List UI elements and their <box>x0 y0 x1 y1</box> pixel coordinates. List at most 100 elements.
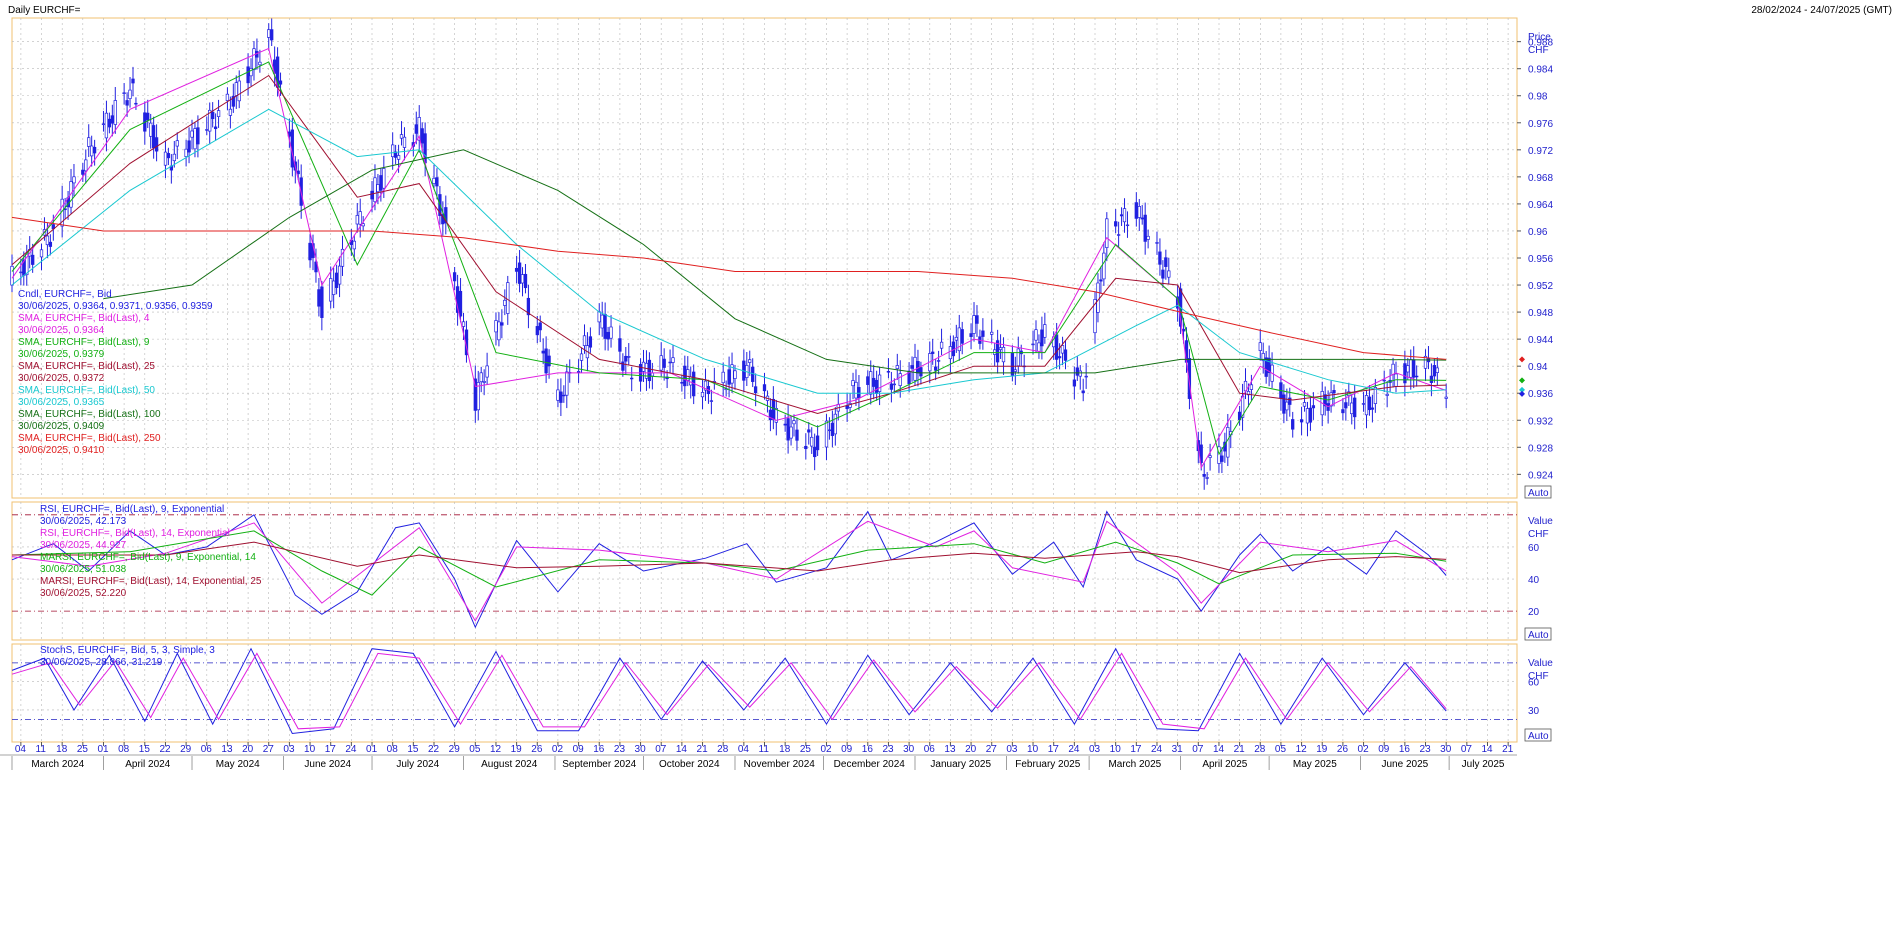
candle-body <box>358 211 362 225</box>
x-day-tick-label: 23 <box>1420 744 1432 755</box>
price-tick-label: 0.976 <box>1528 119 1553 130</box>
candle-body <box>1125 224 1130 227</box>
candle-body <box>1084 375 1088 378</box>
candle-body <box>1146 235 1150 240</box>
candle-body <box>562 394 566 397</box>
candle-body <box>824 420 829 448</box>
candle-body <box>748 359 752 363</box>
x-day-tick-label: 26 <box>531 744 543 755</box>
candle-body <box>815 435 820 451</box>
candle-body <box>700 392 705 398</box>
candle-body <box>854 381 858 399</box>
x-month-label: June 2024 <box>304 759 351 770</box>
x-day-tick-label: 03 <box>283 744 295 755</box>
candle-body <box>889 383 894 390</box>
candle-body <box>414 124 418 134</box>
legend-value: 30/06/2025, 0.9364, 0.9371, 0.9356, 0.93… <box>18 301 213 312</box>
candle-body <box>535 326 539 336</box>
candle-body <box>213 126 218 130</box>
candle-body <box>1208 455 1212 458</box>
candle-body <box>1350 402 1354 415</box>
candle-body <box>166 153 171 159</box>
series-line-sma4 <box>11 47 1447 470</box>
candle-body <box>379 175 383 191</box>
legend-name: StochS, EURCHF=, Bid, 5, 3, Simple, 3 <box>40 645 215 656</box>
candle-body <box>1220 455 1224 462</box>
candle-body <box>1217 446 1221 464</box>
x-day-tick-label: 14 <box>1481 744 1493 755</box>
candle-body <box>92 146 97 154</box>
candle-body <box>452 272 457 282</box>
price-tick-label: 0.968 <box>1528 173 1553 184</box>
candle-body <box>1299 419 1304 423</box>
candle-body <box>104 112 109 139</box>
candle-body <box>382 168 386 189</box>
candle-body <box>721 371 725 384</box>
candle-body <box>830 422 835 436</box>
x-day-tick-label: 09 <box>841 744 853 755</box>
legend-value: 30/06/2025, 0.9364 <box>18 325 105 336</box>
candle-body <box>128 89 132 99</box>
candle-body <box>134 102 138 105</box>
candle-body <box>948 346 953 360</box>
legend-name: SMA, EURCHF=, Bid(Last), 4 <box>18 313 150 324</box>
stoch-tick-label: 60 <box>1528 678 1540 689</box>
candle-body <box>1119 214 1124 217</box>
candle-body <box>753 386 758 394</box>
candle-body <box>1364 395 1369 416</box>
series-line-rsi9 <box>11 510 1447 629</box>
rsi-tick-label: 40 <box>1528 575 1540 586</box>
candle-body <box>1308 407 1313 423</box>
candle-body <box>1075 367 1079 376</box>
candle-body <box>417 117 421 141</box>
candle-body <box>833 413 837 435</box>
candle-body <box>1261 353 1265 362</box>
candle-body <box>458 290 463 317</box>
candle-body <box>582 335 587 346</box>
candle-body <box>1311 405 1316 409</box>
x-day-tick-label: 30 <box>903 744 915 755</box>
candle-body <box>1072 379 1077 387</box>
x-day-tick-label: 14 <box>676 744 688 755</box>
candle-body <box>1415 375 1419 378</box>
candle-body <box>190 130 194 138</box>
x-day-tick-label: 28 <box>717 744 729 755</box>
candle-body <box>107 118 112 128</box>
x-day-tick-label: 07 <box>655 744 667 755</box>
candle-body <box>31 254 35 265</box>
candle-body <box>1412 359 1416 378</box>
auto-scale-box <box>1524 485 1552 499</box>
candle-body <box>122 92 126 94</box>
candle-body <box>1081 390 1085 394</box>
candle-body <box>473 378 477 411</box>
candle-body <box>270 29 274 41</box>
x-day-tick-label: 18 <box>56 744 68 755</box>
candle-body <box>10 265 14 286</box>
legend-name: SMA, EURCHF=, Bid(Last), 100 <box>18 409 161 420</box>
candle-body <box>1344 402 1348 409</box>
price-axis-title: Price <box>1528 32 1551 43</box>
x-month-label: March 2025 <box>1108 759 1161 770</box>
x-day-tick-label: 16 <box>862 744 874 755</box>
candle-body <box>517 262 522 284</box>
x-day-tick-label: 20 <box>965 744 977 755</box>
candle-body <box>771 398 776 420</box>
candle-body <box>995 340 1000 363</box>
candle-body <box>373 177 377 203</box>
x-day-tick-label: 09 <box>573 744 585 755</box>
chart-header: Daily EURCHF= 28/02/2024 - 24/07/2025 (G… <box>0 0 1898 18</box>
x-day-tick-label: 07 <box>1192 744 1204 755</box>
candle-body <box>1164 257 1168 267</box>
candle-body <box>709 400 714 402</box>
candle-body <box>370 190 374 200</box>
candle-body <box>1122 208 1127 223</box>
candle-body <box>975 315 979 324</box>
candle-body <box>1444 396 1448 399</box>
legend-name: SMA, EURCHF=, Bid(Last), 250 <box>18 433 161 444</box>
legend-name: SMA, EURCHF=, Bid(Last), 25 <box>18 361 155 372</box>
candle-body <box>154 137 159 152</box>
candle-body <box>936 360 941 362</box>
x-day-tick-label: 28 <box>1254 744 1266 755</box>
x-day-tick-label: 08 <box>387 744 399 755</box>
